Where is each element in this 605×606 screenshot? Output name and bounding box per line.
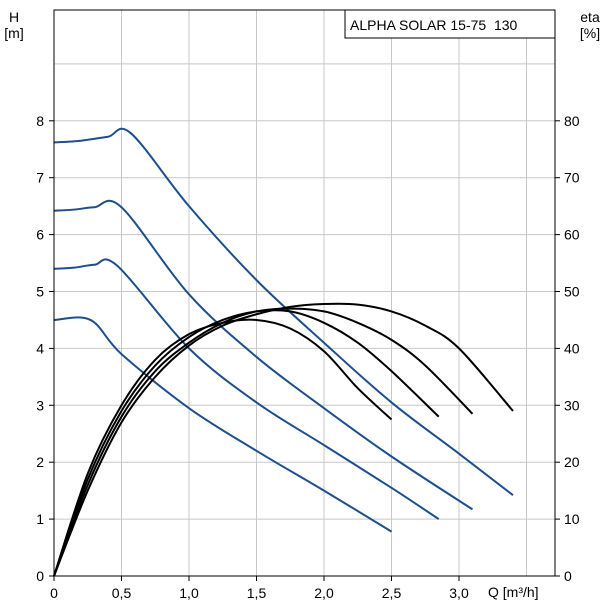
y-tick-label-right: 50 <box>564 284 580 300</box>
y-tick-label-left: 5 <box>36 284 44 300</box>
head-curve-1 <box>53 316 393 533</box>
x-tick-label: 3,0 <box>449 585 469 601</box>
y-tick-label-left: 3 <box>36 397 44 413</box>
x-tick-label: 1,5 <box>247 585 267 601</box>
y-right-label-eta: eta <box>580 9 600 25</box>
x-tick-label: 2,0 <box>314 585 334 601</box>
y-left-label-unit: [m] <box>4 25 23 41</box>
y-tick-label-right: 80 <box>564 113 580 129</box>
chart-title: ALPHA SOLAR 15-75 130 <box>350 17 518 33</box>
head-curve-2 <box>53 258 440 520</box>
y-tick-label-right: 0 <box>564 568 572 584</box>
y-right-label-unit: [%] <box>580 25 600 41</box>
x-tick-label: 0 <box>50 585 58 601</box>
y-left-label-h: H <box>9 9 19 25</box>
head-curve-4 <box>53 127 514 496</box>
y-tick-label-left: 4 <box>36 340 44 356</box>
y-tick-label-left: 7 <box>36 170 44 186</box>
axes: 0 0,5 1,0 1,5 2,0 2,5 3,0012345678010203040506… <box>36 9 580 601</box>
x-tick-label: 1,0 <box>179 585 199 601</box>
y-tick-label-left: 2 <box>36 454 44 470</box>
efficiency-curve-4 <box>53 302 514 577</box>
y-tick-label-right: 40 <box>564 340 580 356</box>
plot-frame <box>53 9 556 577</box>
y-tick-label-right: 10 <box>564 511 580 527</box>
y-tick-label-left: 6 <box>36 227 44 243</box>
y-tick-label-left: 8 <box>36 113 44 129</box>
grid <box>54 10 555 576</box>
labels: H [m] eta [%] ALPHA SOLAR 15-75 130 Q [m… <box>4 9 600 600</box>
y-tick-label-right: 30 <box>564 397 580 413</box>
x-tick-label: 2,5 <box>382 585 402 601</box>
title-box <box>344 9 556 39</box>
x-tick-label: 0,5 <box>112 585 132 601</box>
x-axis-label: Q [m³/h] <box>488 584 539 600</box>
curves <box>53 127 514 577</box>
efficiency-curve-3 <box>53 307 474 577</box>
y-tick-label-left: 1 <box>36 511 44 527</box>
y-tick-label-left: 0 <box>36 568 44 584</box>
head-curve-3 <box>53 199 474 511</box>
y-tick-label-right: 70 <box>564 170 580 186</box>
efficiency-curve-2 <box>53 309 440 577</box>
y-tick-label-right: 60 <box>564 227 580 243</box>
y-tick-label-right: 20 <box>564 454 580 470</box>
